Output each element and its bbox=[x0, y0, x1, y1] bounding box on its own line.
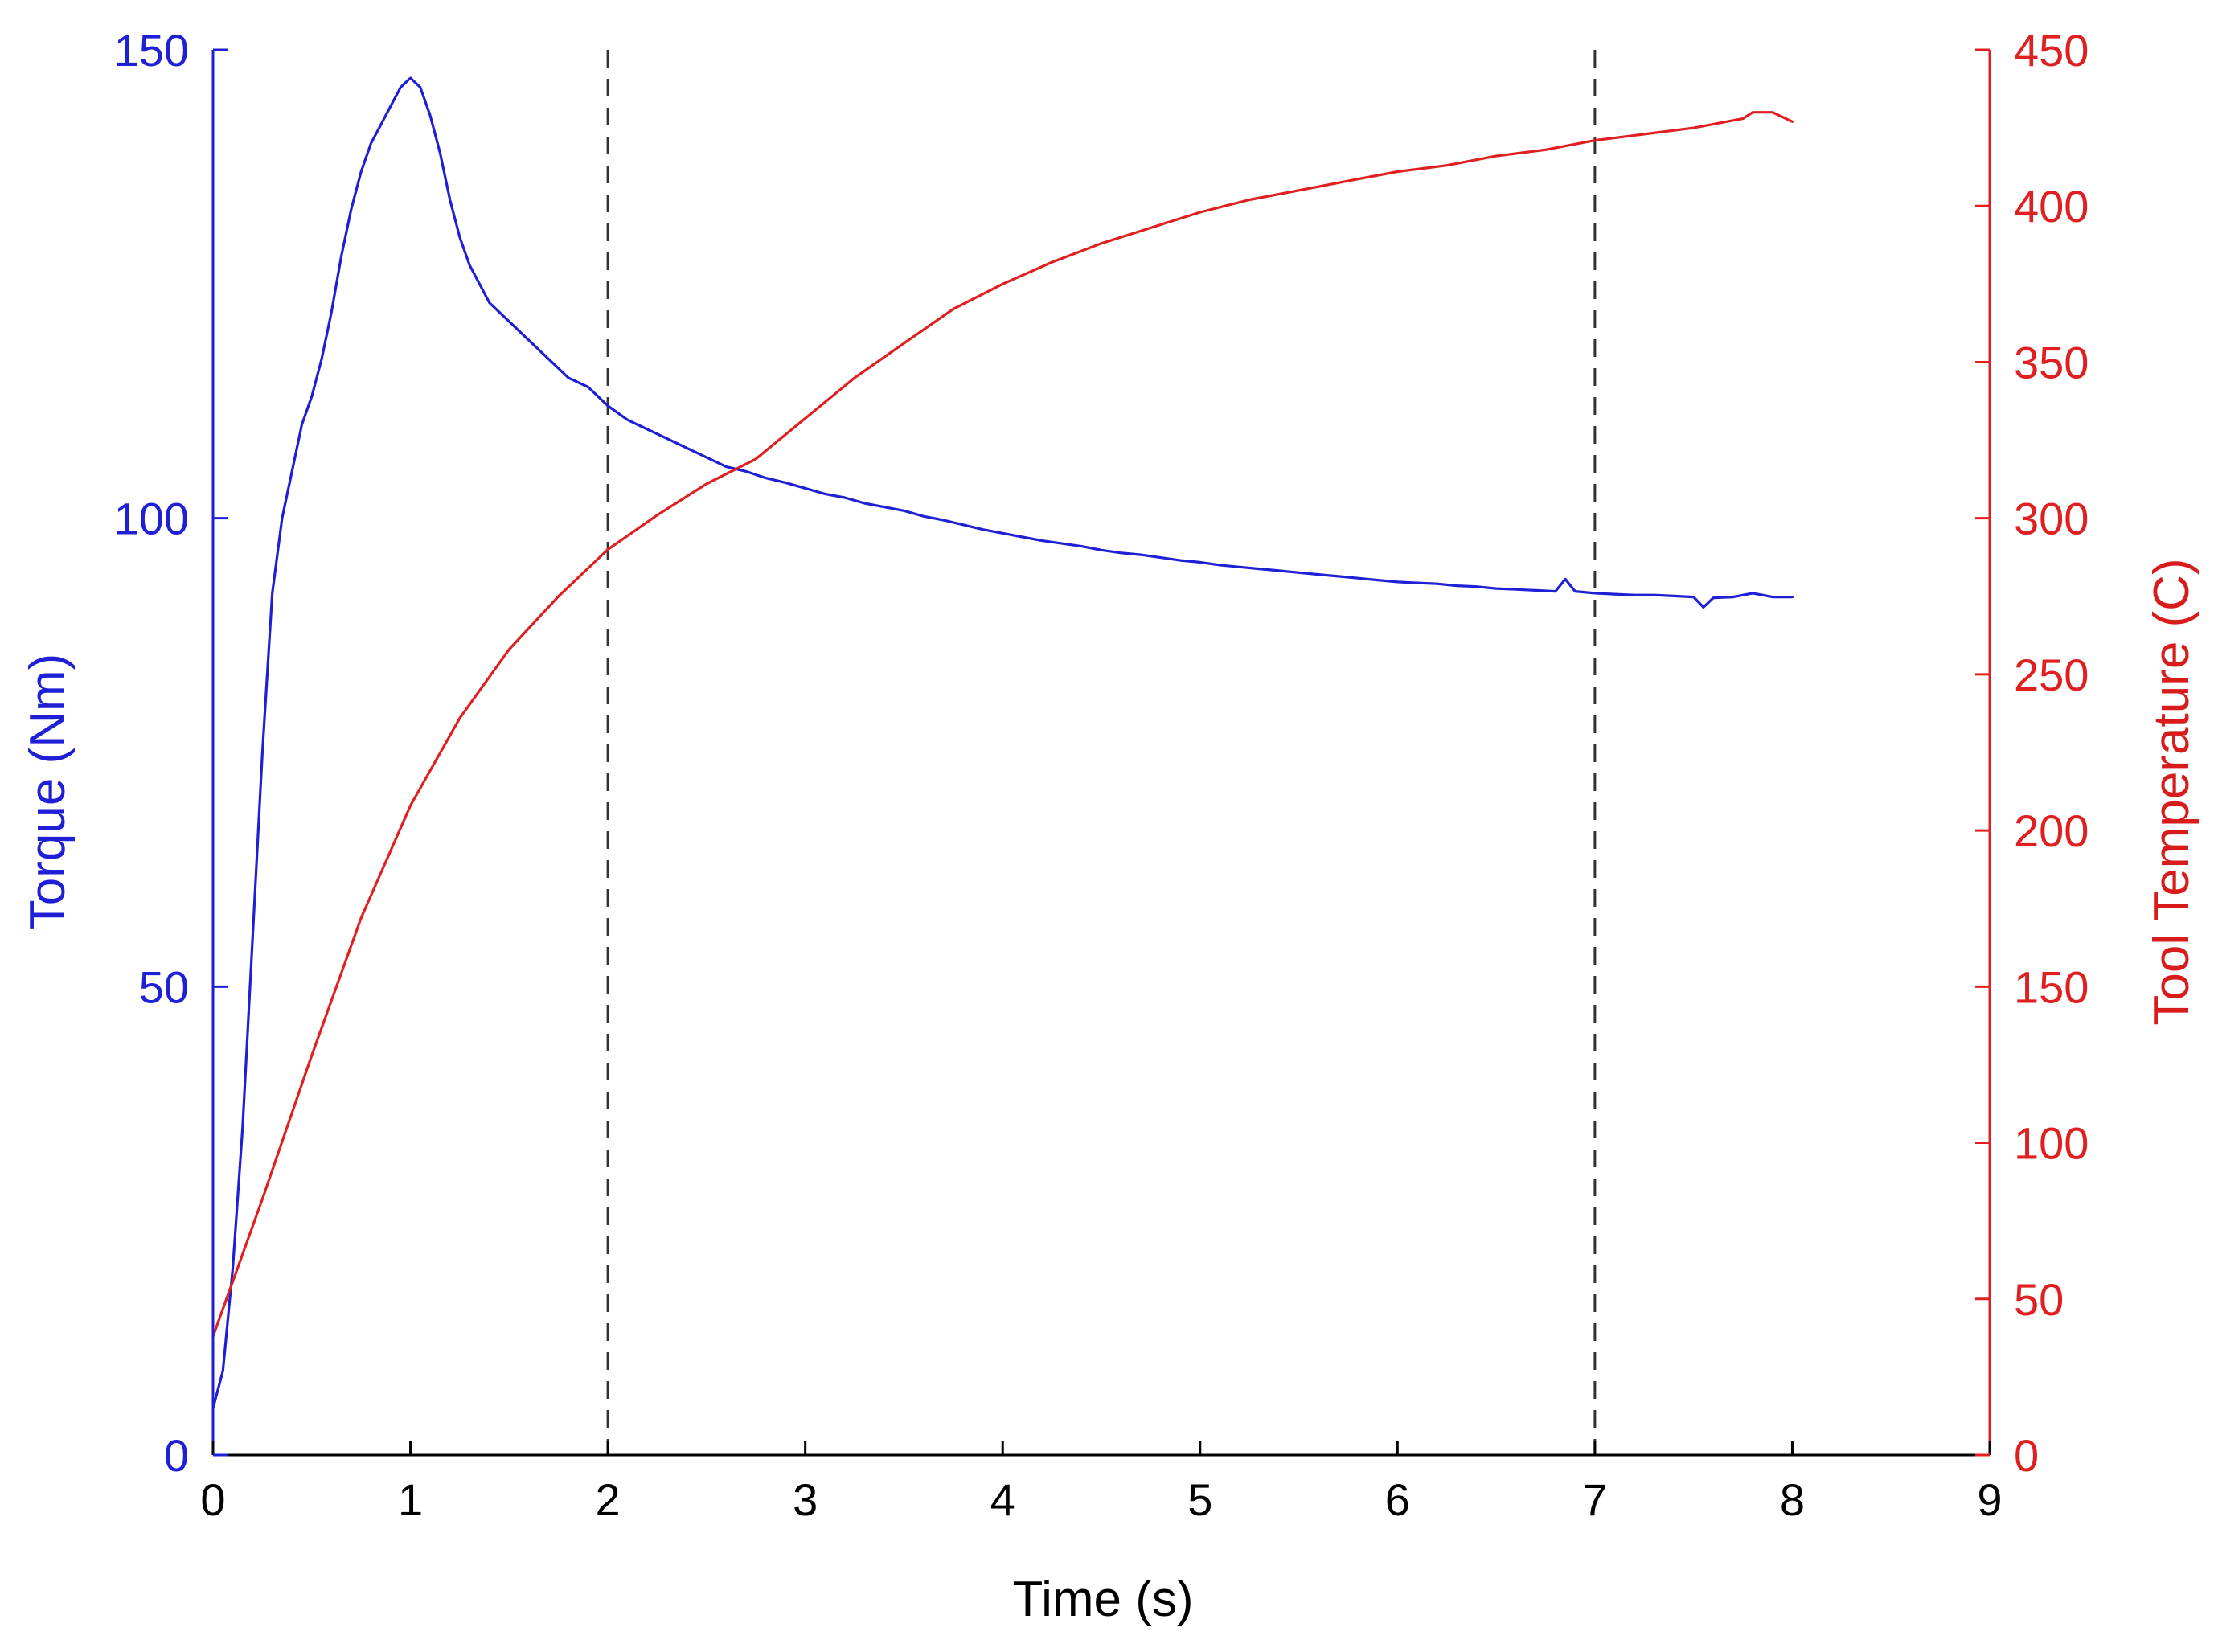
torque-line bbox=[211, 76, 1794, 1410]
x-tick-label: 1 bbox=[398, 1474, 423, 1525]
left-y-tick-label: 150 bbox=[114, 25, 189, 76]
ticks: 0 1 2 3 4 5 6 7 8 9050100150050100150200250300350… bbox=[114, 25, 2089, 1525]
x-tick-label: 7 bbox=[1582, 1474, 1607, 1525]
right-y-tick-label: 100 bbox=[2014, 1118, 2089, 1169]
left-y-tick-label: 100 bbox=[114, 494, 189, 544]
series-lines bbox=[211, 76, 1794, 1410]
right-y-tick-label: 0 bbox=[2014, 1430, 2039, 1481]
right-y-tick-label: 400 bbox=[2014, 181, 2089, 232]
right-y-tick-label: 200 bbox=[2014, 806, 2089, 856]
left-y-tick-label: 0 bbox=[164, 1430, 189, 1481]
x-tick-label: 9 bbox=[1977, 1474, 2002, 1525]
right-y-tick-label: 450 bbox=[2014, 25, 2089, 76]
right-y-tick-label: 50 bbox=[2014, 1274, 2064, 1325]
right-y-axis-label: Tool Temperature (C) bbox=[2144, 558, 2200, 1025]
right-y-tick-label: 300 bbox=[2014, 494, 2089, 544]
left-y-tick-label: 50 bbox=[139, 961, 189, 1012]
x-tick-label: 8 bbox=[1780, 1474, 1805, 1525]
x-tick-label: 4 bbox=[990, 1474, 1015, 1525]
x-tick-label: 2 bbox=[596, 1474, 621, 1525]
x-tick-label: 3 bbox=[793, 1474, 818, 1525]
left-y-axis-label: Torque (Nm) bbox=[20, 654, 76, 931]
reference-lines bbox=[606, 50, 1597, 1455]
temperature-line bbox=[211, 111, 1794, 1338]
right-y-tick-label: 250 bbox=[2014, 650, 2089, 700]
x-tick-label: 5 bbox=[1187, 1474, 1212, 1525]
x-axis-label: Time (s) bbox=[1013, 1572, 1194, 1627]
x-tick-label: 6 bbox=[1385, 1474, 1410, 1525]
x-tick-label: 0 bbox=[200, 1474, 225, 1525]
right-y-tick-label: 150 bbox=[2014, 961, 2089, 1012]
axes bbox=[211, 50, 1991, 1457]
right-y-tick-label: 350 bbox=[2014, 337, 2089, 387]
